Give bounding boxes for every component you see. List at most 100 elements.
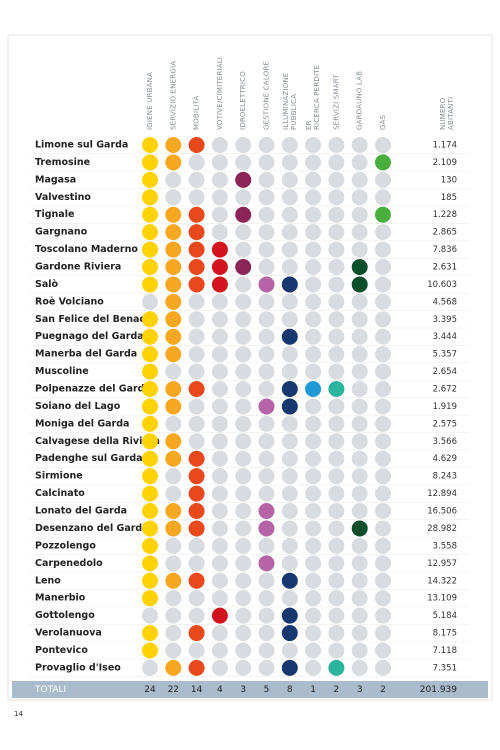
service-dot <box>235 450 252 467</box>
service-dot <box>211 468 228 485</box>
totals-label: TOTALI <box>34 685 66 695</box>
service-dot <box>188 555 205 572</box>
service-dot <box>235 590 252 607</box>
service-dot <box>165 381 182 398</box>
service-dot <box>188 241 205 258</box>
service-dot <box>305 363 322 380</box>
service-dot <box>375 241 391 258</box>
service-dot <box>281 224 298 241</box>
service-dot <box>165 241 182 258</box>
service-dot <box>142 241 158 258</box>
service-dot <box>281 206 298 223</box>
service-dot <box>235 625 252 642</box>
service-dot <box>188 206 205 223</box>
population: 130 <box>441 175 457 185</box>
column-total: 14 <box>191 685 203 695</box>
municipality-name: Desenzano del Garda <box>35 523 149 534</box>
column-total: 5 <box>264 685 270 695</box>
service-dot <box>142 503 158 520</box>
municipality-name: Provaglio d'Iseo <box>35 662 121 673</box>
totals-band <box>12 681 488 698</box>
service-dot <box>305 485 322 502</box>
service-dot <box>305 293 322 310</box>
service-dot <box>211 381 228 398</box>
column-total: 3 <box>240 685 246 695</box>
service-dot <box>258 590 275 607</box>
service-dot <box>188 398 205 415</box>
service-dot <box>351 276 368 293</box>
service-dot <box>328 259 345 276</box>
service-dot <box>165 154 182 171</box>
service-dot <box>281 607 298 624</box>
population: 3.566 <box>433 437 457 447</box>
service-dot <box>375 137 391 153</box>
service-dot <box>281 572 298 589</box>
service-dot <box>351 206 368 223</box>
service-dot <box>188 224 205 241</box>
column-total: 3 <box>357 685 363 695</box>
column-total: 2 <box>380 685 386 695</box>
service-dot <box>281 189 298 206</box>
municipality-name: Valvestino <box>35 192 91 203</box>
service-dot <box>351 659 368 676</box>
service-dot <box>351 625 368 642</box>
service-dot <box>142 659 158 676</box>
service-dot <box>328 224 345 241</box>
service-dot <box>375 415 391 432</box>
service-dot <box>328 241 345 258</box>
service-dot <box>351 293 368 310</box>
service-dot <box>188 154 205 171</box>
service-dot <box>281 363 298 380</box>
service-dot <box>165 433 182 450</box>
column-header: IDROELETTRICO <box>239 71 247 130</box>
service-dot <box>235 241 252 258</box>
service-dot <box>328 555 345 572</box>
service-dot <box>351 241 368 258</box>
service-dot <box>142 293 158 310</box>
service-dot <box>188 485 205 502</box>
service-dot <box>375 398 391 415</box>
service-dot <box>258 363 275 380</box>
service-dot <box>165 259 182 276</box>
service-dot <box>188 659 205 676</box>
population: 16.506 <box>427 507 457 517</box>
service-dot <box>328 154 345 171</box>
service-dot <box>305 276 322 293</box>
service-dot <box>165 537 182 554</box>
column-header: VOTIVE/CIMITERIALI <box>216 57 224 130</box>
service-dot <box>328 659 345 676</box>
service-dot <box>235 293 252 310</box>
population: 7.351 <box>433 663 457 673</box>
service-dot <box>258 171 275 188</box>
municipality-name: Magasa <box>35 174 76 185</box>
service-dot <box>305 468 322 485</box>
service-dot <box>211 642 228 659</box>
service-dot <box>281 171 298 188</box>
service-dot <box>165 503 182 520</box>
service-dot <box>375 293 391 310</box>
service-dot <box>305 241 322 258</box>
service-dot <box>142 572 158 589</box>
service-dot <box>305 259 322 276</box>
service-dot <box>142 311 158 328</box>
service-dot <box>188 259 205 276</box>
service-dot <box>235 276 252 293</box>
service-dot <box>235 572 252 589</box>
service-dot <box>328 450 345 467</box>
column-header: RICERCA PERDITE <box>313 65 321 130</box>
service-dot <box>142 276 158 293</box>
service-dot <box>375 503 391 520</box>
service-dot <box>281 520 298 537</box>
service-dot <box>351 311 368 328</box>
service-dot <box>375 642 391 659</box>
column-header: ABITANTI <box>447 97 455 130</box>
service-dot <box>305 572 322 589</box>
population: 13.109 <box>427 594 457 604</box>
municipality-name: Gargnano <box>35 227 88 238</box>
municipality-name: Tremosine <box>35 157 90 168</box>
service-dot <box>351 555 368 572</box>
service-dot <box>142 625 158 642</box>
page-number: 14 <box>14 710 23 718</box>
service-dot <box>188 171 205 188</box>
service-dot <box>188 433 205 450</box>
